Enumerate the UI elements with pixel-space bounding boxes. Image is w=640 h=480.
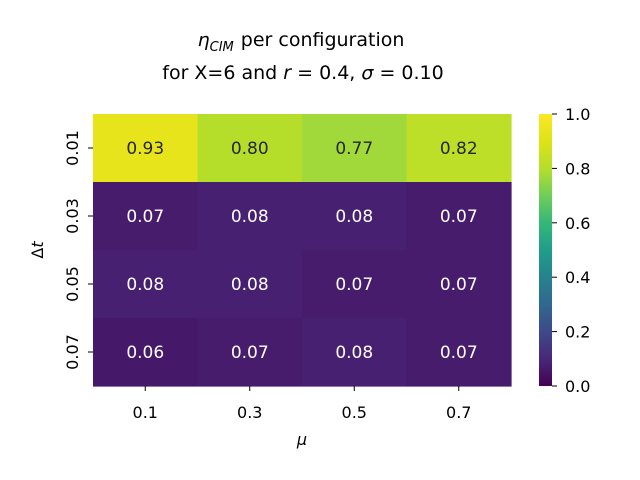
heatmap-cell-labels: 0.93 0.80 0.77 0.82 0.07 0.08 0.08 0.07 0.08 0.08… bbox=[126, 139, 477, 363]
cell-value-label: 0.07 bbox=[231, 343, 269, 363]
title-eta-symbol: η bbox=[198, 29, 210, 51]
colorbar-ticks: 0.0 0.2 0.4 0.6 0.8 1.0 bbox=[552, 105, 590, 396]
cell-value-label: 0.08 bbox=[335, 207, 373, 227]
heatmap-cell bbox=[302, 318, 408, 387]
y-tick-label: 0.03 bbox=[63, 198, 82, 234]
cell-value-label: 0.06 bbox=[126, 343, 164, 363]
colorbar-tick-label: 1.0 bbox=[565, 105, 590, 124]
cell-value-label: 0.93 bbox=[126, 139, 164, 159]
heatmap-cell bbox=[197, 250, 303, 319]
chart-title-line-2: for X=6 and r = 0.4, σ = 0.10 bbox=[162, 62, 443, 84]
heatmap-cell bbox=[197, 318, 303, 387]
x-tick-label: 0.3 bbox=[237, 403, 262, 422]
heatmap-cell bbox=[406, 114, 512, 183]
cell-value-label: 0.08 bbox=[231, 275, 269, 295]
heatmap-cell bbox=[93, 318, 199, 387]
heatmap-cell bbox=[93, 182, 199, 251]
cell-value-label: 0.07 bbox=[440, 207, 478, 227]
colorbar-tick-label: 0.6 bbox=[565, 214, 590, 233]
heatmap-cells bbox=[93, 114, 512, 387]
x-tick-label: 0.1 bbox=[133, 403, 158, 422]
cell-value-label: 0.07 bbox=[440, 343, 478, 363]
heatmap-cell bbox=[93, 114, 199, 183]
x-axis-label: μ bbox=[296, 430, 307, 449]
title-r-value: = 0.4, bbox=[291, 62, 361, 84]
cell-value-label: 0.07 bbox=[335, 275, 373, 295]
y-axis-label: Δt bbox=[28, 241, 47, 259]
heatmap-cell bbox=[197, 182, 303, 251]
y-tick-label: 0.07 bbox=[63, 334, 82, 370]
cell-value-label: 0.82 bbox=[440, 139, 478, 159]
cell-value-label: 0.80 bbox=[231, 139, 269, 159]
heatmap-cell bbox=[302, 250, 408, 319]
cell-value-label: 0.07 bbox=[440, 275, 478, 295]
colorbar-tick-label: 0.4 bbox=[565, 268, 590, 287]
heatmap-cell bbox=[302, 114, 408, 183]
heatmap-cell bbox=[93, 250, 199, 319]
y-tick-label: 0.05 bbox=[63, 266, 82, 302]
heatmap-cell bbox=[406, 182, 512, 251]
colorbar-tick-label: 0.2 bbox=[565, 323, 590, 342]
y-axis-label-t: t bbox=[28, 241, 47, 248]
cell-value-label: 0.08 bbox=[335, 343, 373, 363]
x-axis-ticks: 0.1 0.3 0.5 0.7 bbox=[133, 386, 471, 422]
colorbar bbox=[539, 114, 552, 386]
title-line-1-rest: per configuration bbox=[241, 29, 405, 51]
cell-value-label: 0.07 bbox=[126, 207, 164, 227]
title-line-2-prefix: for X=6 and bbox=[162, 62, 283, 84]
x-tick-label: 0.5 bbox=[342, 403, 367, 422]
y-axis-ticks: 0.01 0.03 0.05 0.07 bbox=[63, 130, 93, 370]
cell-value-label: 0.08 bbox=[126, 275, 164, 295]
colorbar-tick-label: 0.8 bbox=[565, 159, 590, 178]
heatmap-cell bbox=[302, 182, 408, 251]
cell-value-label: 0.08 bbox=[231, 207, 269, 227]
y-axis-label-delta: Δ bbox=[28, 248, 47, 259]
title-r-symbol: r bbox=[283, 62, 292, 84]
chart-title-line-1: ηCIM per configuration bbox=[198, 29, 405, 55]
title-sigma-value: = 0.10 bbox=[373, 62, 443, 84]
y-tick-label: 0.01 bbox=[63, 130, 82, 166]
heatmap-cell bbox=[406, 250, 512, 319]
colorbar-tick-label: 0.0 bbox=[565, 377, 590, 396]
cell-value-label: 0.77 bbox=[335, 139, 373, 159]
heatmap-cell bbox=[406, 318, 512, 387]
x-tick-label: 0.7 bbox=[446, 403, 471, 422]
title-sigma-symbol: σ bbox=[361, 62, 374, 84]
title-eta-subscript: CIM bbox=[210, 40, 234, 55]
heatmap-cell bbox=[197, 114, 303, 183]
